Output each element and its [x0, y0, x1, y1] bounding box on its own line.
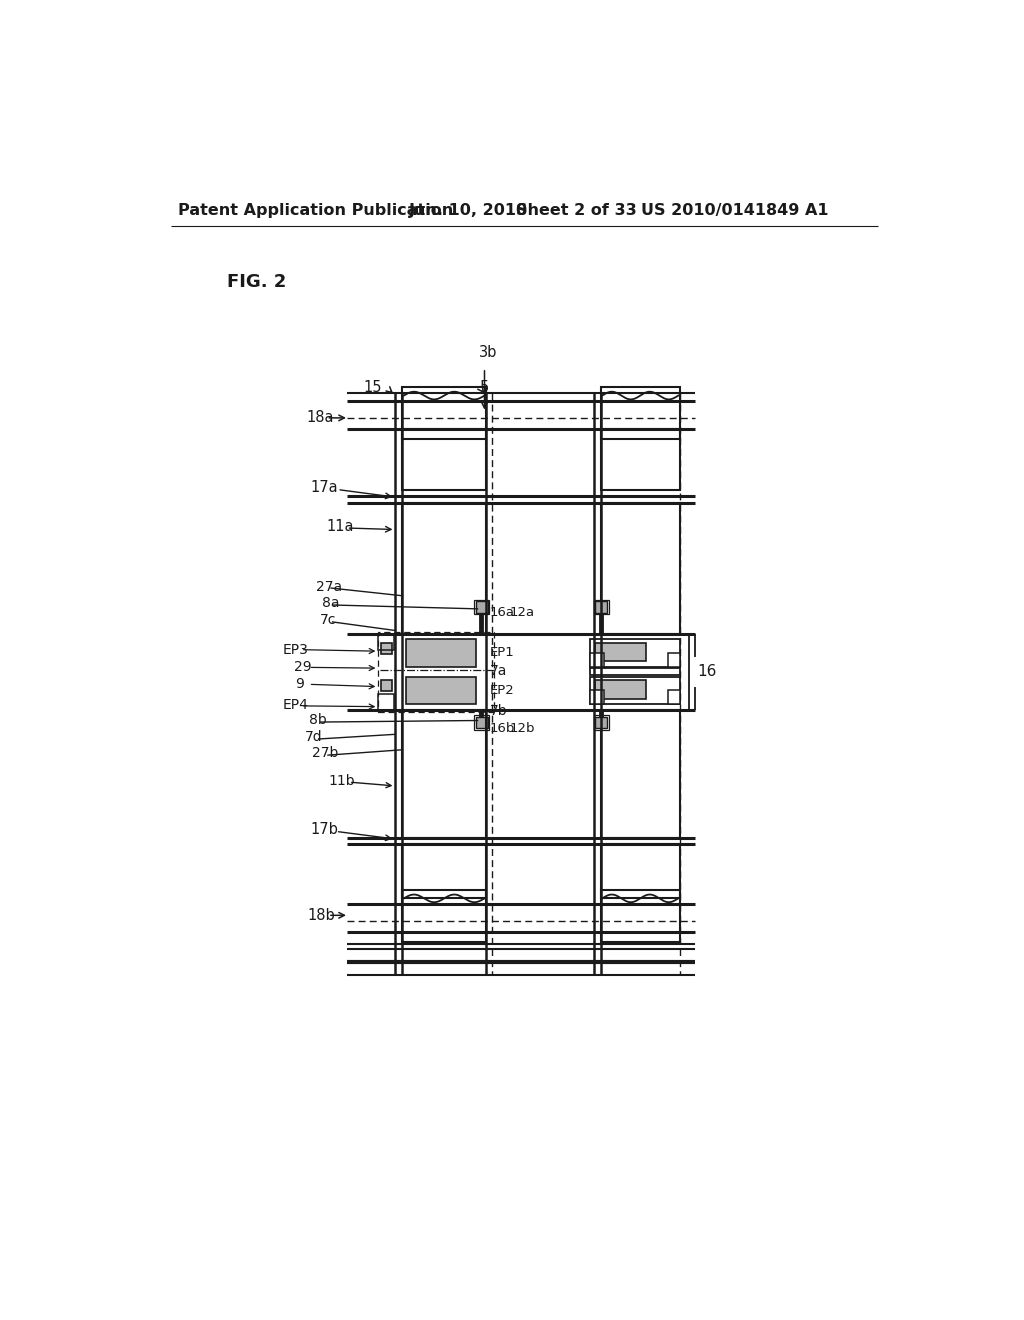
Bar: [590, 690, 604, 705]
Text: 17b: 17b: [310, 822, 338, 837]
Bar: [407, 677, 476, 705]
Bar: [590, 668, 680, 675]
Text: 7b: 7b: [489, 705, 508, 718]
Bar: [476, 717, 487, 729]
Bar: [594, 599, 608, 614]
Bar: [402, 429, 486, 490]
Bar: [601, 710, 680, 838]
Bar: [590, 677, 680, 705]
Text: 18b: 18b: [307, 908, 335, 923]
Text: Sheet 2 of 33: Sheet 2 of 33: [515, 203, 636, 218]
Text: 5: 5: [480, 380, 489, 396]
Text: 11b: 11b: [328, 774, 354, 788]
Bar: [594, 715, 608, 730]
Bar: [669, 653, 680, 667]
Text: US 2010/0141849 A1: US 2010/0141849 A1: [641, 203, 828, 218]
Text: 27b: 27b: [311, 746, 338, 760]
Text: 7d: 7d: [305, 730, 323, 744]
Text: 7a: 7a: [489, 664, 507, 678]
Bar: [601, 503, 680, 635]
Text: EP3: EP3: [283, 643, 309, 656]
Bar: [378, 635, 394, 649]
Text: 9: 9: [295, 677, 303, 690]
Text: 16: 16: [697, 664, 716, 680]
Bar: [381, 681, 391, 692]
Bar: [476, 601, 487, 612]
Bar: [402, 710, 486, 838]
Text: 7c: 7c: [319, 614, 336, 627]
Bar: [669, 690, 680, 705]
Text: 12a: 12a: [509, 606, 535, 619]
Bar: [601, 890, 680, 942]
Bar: [474, 715, 489, 730]
Text: 18a: 18a: [306, 411, 334, 425]
Bar: [402, 387, 486, 440]
Text: FIG. 2: FIG. 2: [227, 273, 287, 290]
Text: 16b: 16b: [489, 722, 515, 735]
Bar: [595, 681, 646, 700]
Bar: [595, 717, 607, 729]
Text: 16a: 16a: [489, 606, 515, 619]
Text: Jun. 10, 2010: Jun. 10, 2010: [409, 203, 527, 218]
Bar: [474, 599, 489, 614]
Bar: [378, 632, 494, 711]
Text: EP1: EP1: [489, 647, 515, 659]
Bar: [601, 845, 680, 898]
Bar: [601, 387, 680, 440]
Text: 8b: 8b: [308, 714, 327, 727]
Bar: [402, 503, 486, 635]
Bar: [381, 643, 391, 653]
Bar: [402, 890, 486, 942]
Text: 17a: 17a: [310, 480, 338, 495]
Text: 11a: 11a: [327, 519, 354, 535]
Text: 29: 29: [294, 660, 311, 673]
Bar: [407, 639, 476, 667]
Bar: [601, 429, 680, 490]
Text: EP2: EP2: [489, 684, 515, 697]
Text: 8a: 8a: [322, 595, 339, 610]
Bar: [590, 653, 604, 667]
Text: EP4: EP4: [283, 698, 309, 711]
Bar: [595, 643, 646, 661]
Bar: [402, 845, 486, 898]
Text: 12b: 12b: [509, 722, 535, 735]
Text: 3b: 3b: [479, 345, 498, 360]
Bar: [378, 694, 394, 710]
Text: 15: 15: [364, 380, 382, 396]
Bar: [595, 601, 607, 612]
Text: Patent Application Publication: Patent Application Publication: [178, 203, 454, 218]
Bar: [590, 639, 680, 667]
Text: 27a: 27a: [315, 579, 342, 594]
